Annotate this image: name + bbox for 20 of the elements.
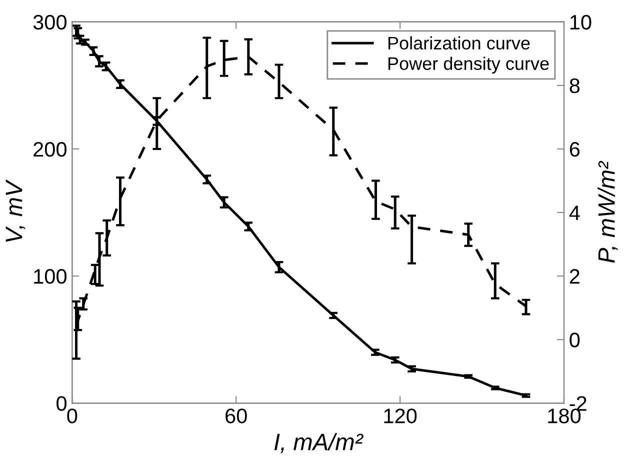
x-tick-label: 180: [548, 408, 581, 424]
y2-axis-title: P, mW/m²: [598, 160, 618, 263]
y2-tick-label: 2: [570, 269, 580, 284]
y2-tick-label: 8: [570, 78, 580, 94]
x-tick-label: 0: [67, 408, 78, 424]
y2-tick-label: -2: [570, 396, 586, 411]
y2-tick-label: 4: [569, 206, 580, 220]
y-tick-label: 200: [34, 142, 66, 157]
x-tick-label: 120: [384, 408, 417, 424]
legend-label: Polarization curve: [388, 36, 530, 50]
y-tick-label: 100: [34, 269, 66, 284]
y2-tick-label: 0: [570, 332, 580, 348]
legend-label: Power density curve: [388, 56, 549, 74]
y2-tick-label: 10: [570, 14, 592, 30]
y2-tick-label: 6: [570, 142, 580, 157]
y-tick-label: 300: [33, 14, 66, 30]
x-tick-label: 60: [226, 408, 247, 424]
x-axis-title: I, mA/m²: [274, 432, 364, 454]
y-tick-label: 0: [56, 396, 66, 411]
y-axis-title: V, mV: [6, 179, 26, 242]
